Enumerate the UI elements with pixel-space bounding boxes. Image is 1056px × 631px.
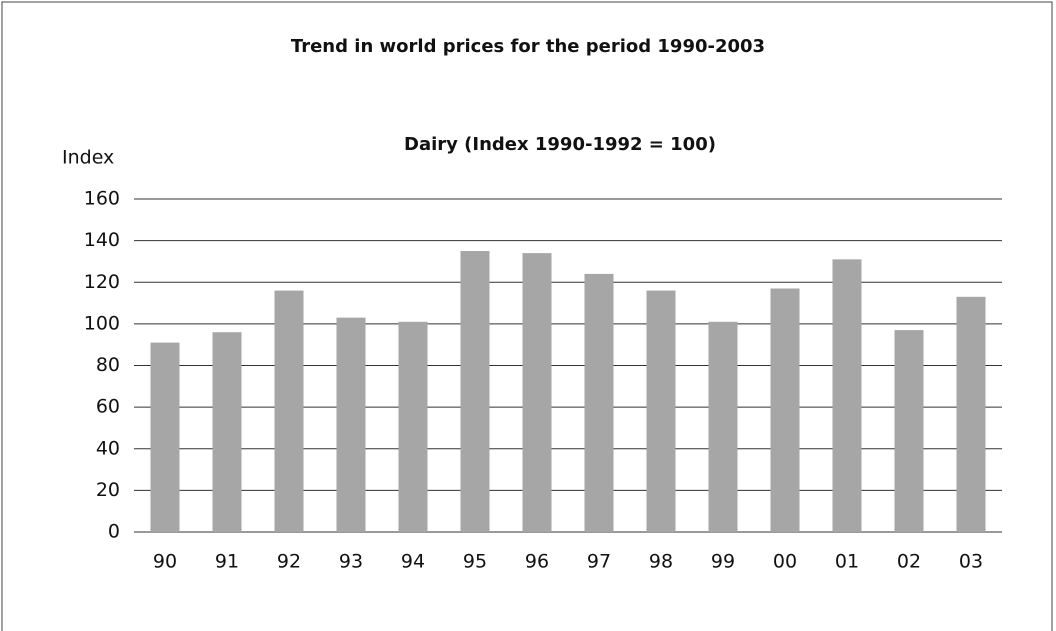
bar (770, 288, 800, 532)
x-tick-label: 00 (773, 551, 797, 573)
y-tick-label: 60 (96, 396, 120, 418)
x-tick-label: 02 (897, 551, 921, 573)
x-tick-label: 92 (277, 551, 301, 573)
bar (336, 317, 366, 532)
y-tick-label: 80 (96, 354, 120, 376)
bar (212, 332, 242, 532)
bar (646, 290, 676, 532)
bar (522, 253, 552, 533)
y-tick-label: 100 (84, 312, 120, 334)
chart-title: Trend in world prices for the period 199… (291, 36, 765, 57)
x-tick-label: 90 (153, 551, 177, 573)
chart-subtitle: Dairy (Index 1990-1992 = 100) (404, 134, 716, 155)
bar (398, 321, 428, 532)
x-tick-label: 95 (463, 551, 487, 573)
bar (274, 290, 304, 532)
x-tick-label: 97 (587, 551, 611, 573)
y-tick-label: 0 (108, 521, 120, 543)
x-tick-label: 03 (959, 551, 983, 573)
y-tick-label: 120 (84, 271, 120, 293)
bar (460, 251, 490, 532)
y-tick-label: 160 (84, 188, 120, 210)
x-tick-label: 01 (835, 551, 859, 573)
y-axis-label: Index (62, 147, 114, 169)
x-tick-label: 93 (339, 551, 363, 573)
x-tick-label: 99 (711, 551, 735, 573)
bar (832, 259, 862, 532)
x-tick-label: 98 (649, 551, 673, 573)
x-tick-label: 96 (525, 551, 549, 573)
y-tick-label: 40 (96, 437, 120, 459)
bar (708, 321, 738, 532)
bar (956, 296, 986, 532)
y-tick-label: 20 (96, 479, 120, 501)
bar (584, 273, 614, 532)
bar (894, 330, 924, 532)
y-tick-label: 140 (84, 229, 120, 251)
bar (150, 342, 180, 532)
x-tick-label: 94 (401, 551, 425, 573)
x-tick-label: 91 (215, 551, 239, 573)
